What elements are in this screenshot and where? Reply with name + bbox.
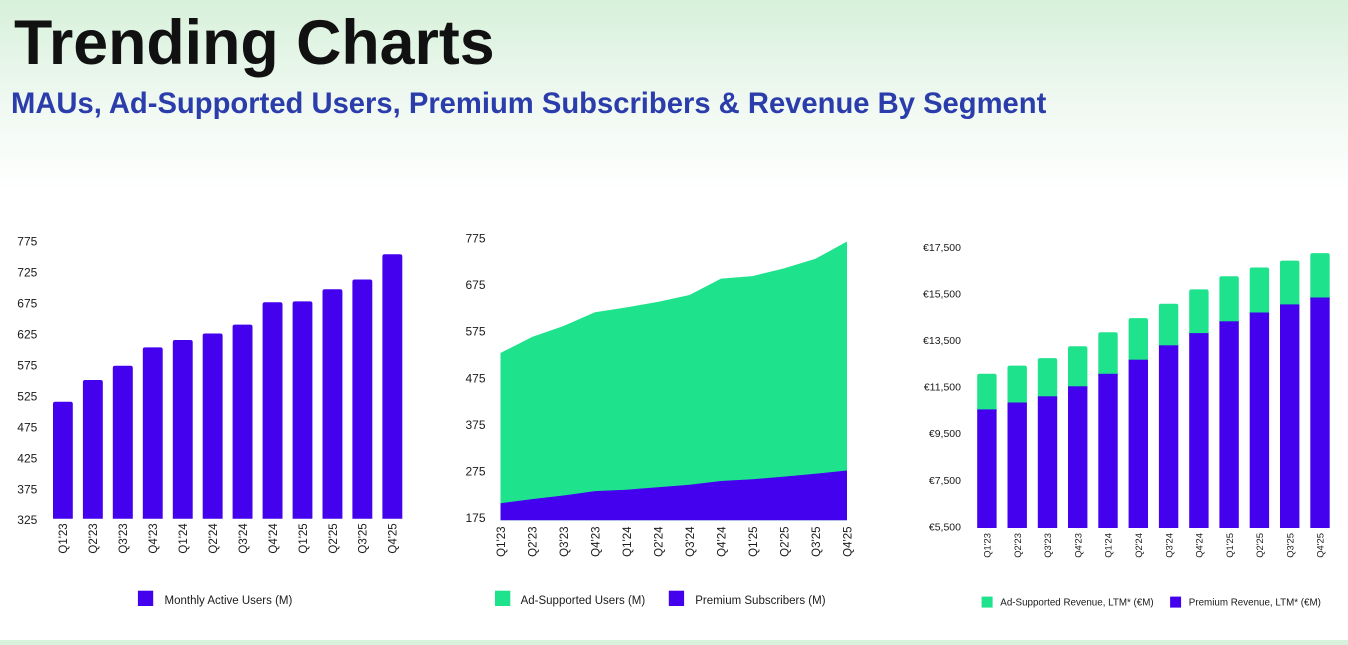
svg-text:Q4'25: Q4'25 xyxy=(1315,533,1326,558)
svg-text:Q2'24: Q2'24 xyxy=(208,523,220,554)
svg-text:Q3'23: Q3'23 xyxy=(118,523,130,553)
svg-text:Monthly Active Users (M): Monthly Active Users (M) xyxy=(165,595,293,607)
svg-text:Q3'25: Q3'25 xyxy=(1284,533,1295,558)
svg-text:Q4'24: Q4'24 xyxy=(1194,533,1205,558)
svg-text:Q4'24: Q4'24 xyxy=(268,523,280,554)
svg-text:775: 775 xyxy=(465,232,485,246)
svg-text:€7,500: €7,500 xyxy=(929,475,961,487)
svg-text:Q2'23: Q2'23 xyxy=(527,527,539,557)
svg-text:€15,500: €15,500 xyxy=(923,289,961,301)
svg-text:425: 425 xyxy=(17,451,37,465)
svg-text:Q1'24: Q1'24 xyxy=(178,523,190,554)
svg-text:Q3'24: Q3'24 xyxy=(1163,533,1174,558)
svg-text:Q3'25: Q3'25 xyxy=(358,523,370,553)
svg-text:Ad-Supported Users (M): Ad-Supported Users (M) xyxy=(521,595,646,607)
svg-text:Q2'24: Q2'24 xyxy=(1133,533,1144,558)
svg-text:Q1'23: Q1'23 xyxy=(982,533,993,558)
svg-text:575: 575 xyxy=(17,359,37,373)
svg-text:Q3'24: Q3'24 xyxy=(685,526,697,557)
svg-text:€5,500: €5,500 xyxy=(929,521,961,533)
svg-text:Q4'23: Q4'23 xyxy=(1072,533,1083,558)
svg-text:Q4'23: Q4'23 xyxy=(148,523,160,553)
svg-text:Q4'24: Q4'24 xyxy=(716,526,728,557)
svg-text:Q4'23: Q4'23 xyxy=(590,527,602,557)
svg-text:475: 475 xyxy=(465,371,485,385)
svg-text:375: 375 xyxy=(465,418,485,432)
svg-text:475: 475 xyxy=(17,420,37,434)
svg-text:325: 325 xyxy=(17,513,37,527)
svg-text:€9,500: €9,500 xyxy=(929,428,961,440)
svg-text:275: 275 xyxy=(465,465,485,479)
svg-text:Q1'25: Q1'25 xyxy=(298,523,310,553)
svg-text:Q3'24: Q3'24 xyxy=(238,523,250,554)
svg-text:725: 725 xyxy=(17,266,37,280)
svg-text:Q2'23: Q2'23 xyxy=(88,523,100,553)
svg-text:€11,500: €11,500 xyxy=(924,382,961,394)
svg-text:Q1'24: Q1'24 xyxy=(1103,533,1114,558)
svg-text:Q1'23: Q1'23 xyxy=(58,523,70,553)
svg-text:Q2'25: Q2'25 xyxy=(328,523,340,553)
svg-text:Q4'25: Q4'25 xyxy=(842,527,854,557)
svg-text:175: 175 xyxy=(465,511,485,525)
svg-text:Q3'23: Q3'23 xyxy=(1042,533,1053,558)
svg-text:Q2'25: Q2'25 xyxy=(1254,533,1265,558)
svg-text:€17,500: €17,500 xyxy=(923,242,961,254)
svg-text:675: 675 xyxy=(465,278,485,292)
svg-text:Q1'23: Q1'23 xyxy=(496,527,508,557)
svg-text:Q3'25: Q3'25 xyxy=(811,527,823,557)
svg-text:Q1'24: Q1'24 xyxy=(622,526,634,557)
svg-text:625: 625 xyxy=(17,328,37,342)
svg-text:Q1'25: Q1'25 xyxy=(748,527,760,557)
svg-text:575: 575 xyxy=(465,325,485,339)
svg-text:Premium Revenue, LTM* (€M): Premium Revenue, LTM* (€M) xyxy=(1189,598,1321,609)
svg-text:Q4'25: Q4'25 xyxy=(388,523,400,553)
svg-text:Premium Subscribers (M): Premium Subscribers (M) xyxy=(695,595,826,607)
svg-text:Q2'24: Q2'24 xyxy=(653,526,665,557)
svg-text:675: 675 xyxy=(17,297,37,311)
svg-text:775: 775 xyxy=(17,235,37,249)
svg-text:Q2'25: Q2'25 xyxy=(779,527,791,557)
svg-text:Q3'23: Q3'23 xyxy=(559,527,571,557)
svg-text:Q1'25: Q1'25 xyxy=(1224,533,1235,558)
svg-text:375: 375 xyxy=(17,482,37,496)
svg-text:€13,500: €13,500 xyxy=(923,335,961,347)
svg-text:525: 525 xyxy=(17,389,37,403)
svg-text:Ad-Supported Revenue, LTM* (€M: Ad-Supported Revenue, LTM* (€M) xyxy=(1000,598,1153,609)
svg-text:Q2'23: Q2'23 xyxy=(1012,533,1023,558)
